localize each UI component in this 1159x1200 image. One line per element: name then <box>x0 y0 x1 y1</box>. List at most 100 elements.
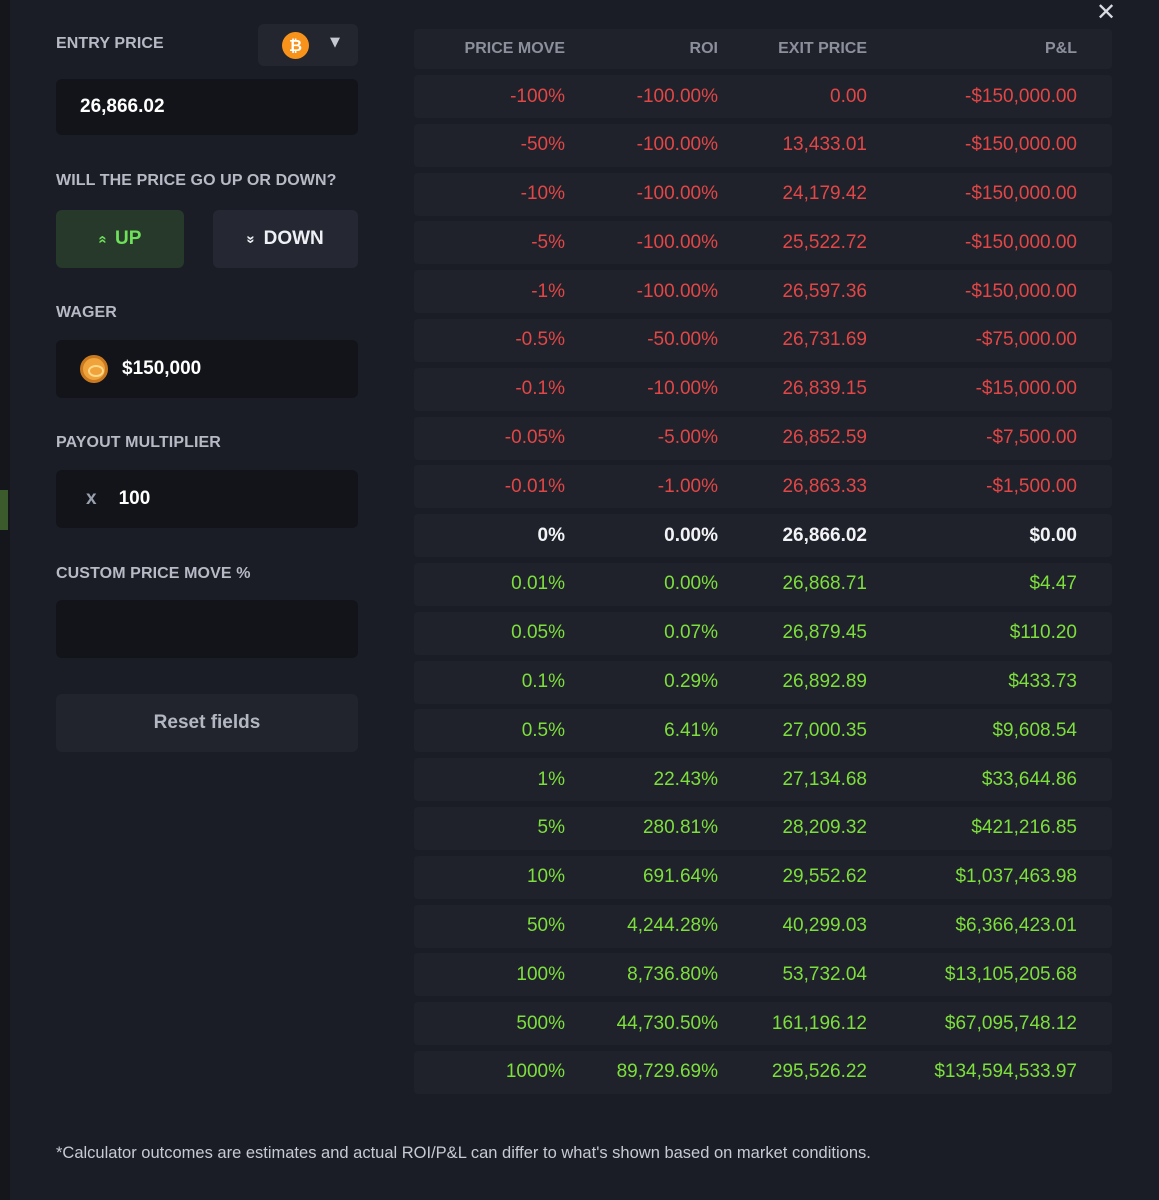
table-row: 1% 22.43% 27,134.68 $33,644.86 <box>414 758 1112 802</box>
roi-cell: 0.07% <box>664 622 718 644</box>
pnl-cell: $6,366,423.01 <box>955 915 1077 937</box>
table-row: 100% 8,736.80% 53,732.04 $13,105,205.68 <box>414 953 1112 997</box>
table-row: 0.05% 0.07% 26,879.45 $110.20 <box>414 611 1112 655</box>
up-label: UP <box>114 228 142 249</box>
roi-cell: 0.00% <box>664 573 718 595</box>
table-row: -50% -100.00% 13,433.01 -$150,000.00 <box>414 123 1112 167</box>
wager-input[interactable]: $150,000 <box>56 340 358 398</box>
exit-price-cell: 24,179.42 <box>782 183 867 205</box>
pnl-cell: $13,105,205.68 <box>944 963 1077 985</box>
down-button[interactable]: » DOWN <box>213 210 358 268</box>
price-move-cell: -0.5% <box>515 329 565 351</box>
entry-price-label: ENTRY PRICE <box>56 35 164 52</box>
pnl-cell: -$150,000.00 <box>965 134 1077 156</box>
roi-cell: 4,244.28% <box>627 915 718 937</box>
table-row: -100% -100.00% 0.00 -$150,000.00 <box>414 75 1112 118</box>
pnl-cell: $421,216.85 <box>971 817 1077 839</box>
pnl-cell: $134,594,533.97 <box>934 1061 1077 1083</box>
table-row: 50% 4,244.28% 40,299.03 $6,366,423.01 <box>414 904 1112 948</box>
custom-price-move-label: CUSTOM PRICE MOVE % <box>56 565 251 582</box>
custom-price-move-input[interactable] <box>56 600 358 658</box>
exit-price-cell: 29,552.62 <box>782 866 867 888</box>
table-row: 5% 280.81% 28,209.32 $421,216.85 <box>414 806 1112 850</box>
pnl-cell: -$7,500.00 <box>986 427 1077 449</box>
table-row: 0.5% 6.41% 27,000.35 $9,608.54 <box>414 709 1112 753</box>
exit-price-cell: 40,299.03 <box>782 915 867 937</box>
roi-cell: -5.00% <box>657 427 718 449</box>
roi-cell: 22.43% <box>653 768 718 790</box>
direction-question: WILL THE PRICE GO UP OR DOWN? <box>56 172 337 189</box>
payout-multiplier-label: PAYOUT MULTIPLIER <box>56 434 221 451</box>
roi-cell: -100.00% <box>636 231 718 253</box>
multiplier-value: 100 <box>118 488 151 509</box>
roi-cell: 691.64% <box>642 866 718 888</box>
pnl-cell: $0.00 <box>1029 524 1077 546</box>
coin-selector[interactable]: ₿ ▼ <box>258 24 358 66</box>
header-exit-price: EXIT PRICE <box>778 40 867 57</box>
table-row: 10% 691.64% 29,552.62 $1,037,463.98 <box>414 855 1112 899</box>
roi-cell: 6.41% <box>664 719 718 741</box>
calculator-inputs: ENTRY PRICE ₿ ▼ 26,866.02 WILL THE PRICE… <box>56 24 358 752</box>
up-button[interactable]: « UP <box>56 210 184 268</box>
pnl-cell: -$15,000.00 <box>975 378 1077 400</box>
pnl-cell: -$1,500.00 <box>986 475 1077 497</box>
table-row: -10% -100.00% 24,179.42 -$150,000.00 <box>414 172 1112 216</box>
header-price-move: PRICE MOVE <box>464 40 565 57</box>
roi-cell: -1.00% <box>657 475 718 497</box>
pnl-cell: -$150,000.00 <box>965 280 1077 302</box>
table-row: -5% -100.00% 25,522.72 -$150,000.00 <box>414 221 1112 265</box>
bitcoin-icon: ₿ <box>282 32 309 59</box>
table-row: -0.05% -5.00% 26,852.59 -$7,500.00 <box>414 416 1112 460</box>
coin-icon <box>80 355 108 383</box>
wager-label: WAGER <box>56 304 117 321</box>
price-move-cell: 100% <box>516 963 565 985</box>
down-label: DOWN <box>263 228 324 249</box>
price-move-cell: -50% <box>520 134 565 156</box>
price-move-cell: 10% <box>526 866 565 888</box>
pnl-cell: -$150,000.00 <box>965 183 1077 205</box>
exit-price-cell: 26,892.89 <box>782 671 867 693</box>
roi-cell: 0.00% <box>664 524 718 546</box>
price-move-cell: 1% <box>537 768 565 790</box>
header-roi: ROI <box>689 40 718 57</box>
exit-price-cell: 26,879.45 <box>782 622 867 644</box>
price-move-cell: -1% <box>531 280 565 302</box>
pnl-cell: $4.47 <box>1029 573 1077 595</box>
pnl-cell: -$75,000.00 <box>975 329 1077 351</box>
price-move-cell: -10% <box>520 183 565 205</box>
exit-price-cell: 28,209.32 <box>782 817 867 839</box>
pnl-cell: $1,037,463.98 <box>955 866 1077 888</box>
price-move-cell: -0.01% <box>504 475 565 497</box>
exit-price-cell: 161,196.12 <box>771 1012 867 1034</box>
table-row: -1% -100.00% 26,597.36 -$150,000.00 <box>414 270 1112 314</box>
price-move-cell: 5% <box>537 817 565 839</box>
chart-candle <box>0 490 8 530</box>
table-row: 0.1% 0.29% 26,892.89 $433.73 <box>414 660 1112 704</box>
price-move-cell: 0.1% <box>521 671 565 693</box>
pnl-cell: $67,095,748.12 <box>944 1012 1077 1034</box>
roi-cell: -100.00% <box>636 134 718 156</box>
close-icon[interactable]: ✕ <box>1095 0 1117 26</box>
exit-price-cell: 53,732.04 <box>782 963 867 985</box>
roi-cell: 280.81% <box>642 817 718 839</box>
entry-price-input[interactable]: 26,866.02 <box>56 79 358 135</box>
price-move-cell: -0.05% <box>504 427 565 449</box>
roi-cell: -10.00% <box>647 378 718 400</box>
price-move-cell: 0.01% <box>511 573 565 595</box>
exit-price-cell: 26,868.71 <box>782 573 867 595</box>
exit-price-cell: 13,433.01 <box>782 134 867 156</box>
roi-cell: 44,730.50% <box>616 1012 718 1034</box>
table-row: -0.1% -10.00% 26,839.15 -$15,000.00 <box>414 367 1112 411</box>
reset-fields-button[interactable]: Reset fields <box>56 694 358 752</box>
exit-price-cell: 26,852.59 <box>782 427 867 449</box>
chevrons-down-icon: » <box>242 234 260 244</box>
exit-price-cell: 25,522.72 <box>782 231 867 253</box>
payout-multiplier-input[interactable]: x 100 <box>56 470 358 528</box>
price-move-cell: 0.5% <box>521 719 565 741</box>
exit-price-cell: 26,731.69 <box>782 329 867 351</box>
exit-price-cell: 27,000.35 <box>782 719 867 741</box>
pnl-cell: -$150,000.00 <box>965 231 1077 253</box>
roi-cell: 89,729.69% <box>616 1061 718 1083</box>
pnl-cell: $433.73 <box>1008 671 1077 693</box>
roi-cell: -50.00% <box>647 329 718 351</box>
